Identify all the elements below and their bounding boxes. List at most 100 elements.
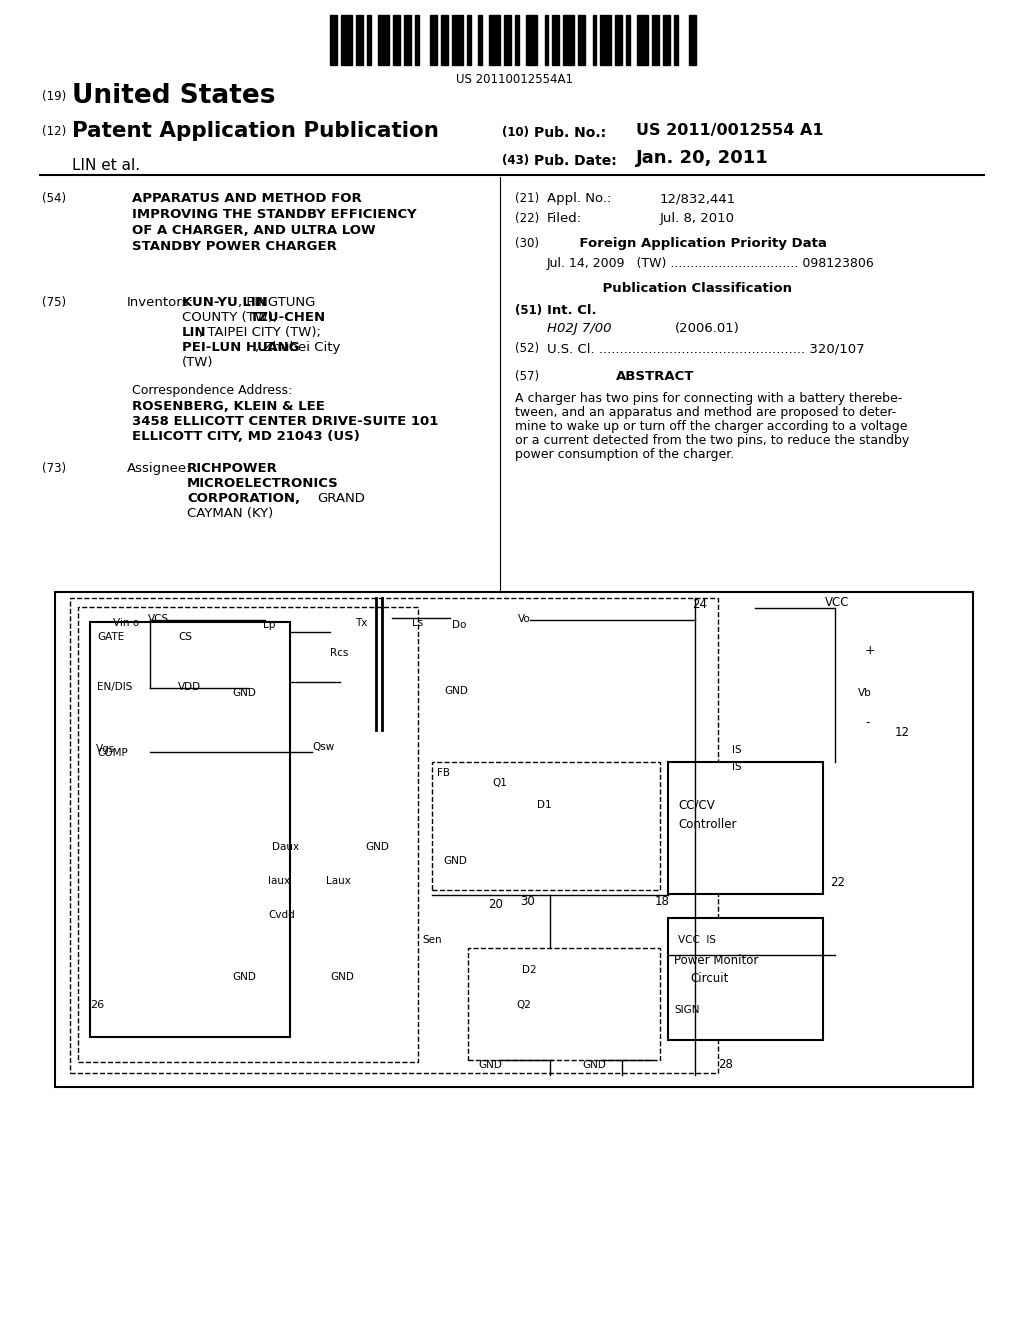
Text: GND: GND [478, 1060, 502, 1071]
Text: GATE: GATE [97, 632, 124, 642]
Text: , PINGTUNG: , PINGTUNG [238, 296, 315, 309]
Text: VDD: VDD [178, 682, 201, 692]
Bar [468, 948, 660, 1060]
Text: or a current detected from the two pins, to reduce the standby: or a current detected from the two pins,… [515, 434, 909, 447]
Text: +: + [865, 644, 876, 657]
Text: Vgs: Vgs [96, 744, 116, 754]
Bar [393, 15, 400, 65]
Text: (57): (57) [515, 370, 539, 383]
Bar [70, 598, 718, 1073]
Text: Daux: Daux [272, 842, 299, 851]
Bar [441, 15, 449, 65]
Bar [689, 15, 696, 65]
Text: Filed:: Filed: [547, 213, 582, 224]
Text: CORPORATION,: CORPORATION, [187, 492, 300, 506]
Bar [563, 15, 574, 65]
Text: A charger has two pins for connecting with a battery therebe-: A charger has two pins for connecting wi… [515, 392, 902, 405]
Text: (30): (30) [515, 238, 539, 249]
Text: GND: GND [444, 686, 468, 696]
Text: 22: 22 [830, 876, 845, 888]
Text: (21): (21) [515, 191, 540, 205]
Text: Laux: Laux [326, 876, 351, 886]
Text: 24: 24 [692, 598, 707, 611]
Text: 18: 18 [655, 895, 670, 908]
Text: SIGN: SIGN [674, 1005, 699, 1015]
Bar [668, 762, 823, 894]
Text: D2: D2 [522, 965, 537, 975]
Bar [341, 15, 352, 65]
Text: Qsw: Qsw [312, 742, 334, 752]
Text: (73): (73) [42, 462, 67, 475]
Text: power consumption of the charger.: power consumption of the charger. [515, 447, 734, 461]
Bar [378, 15, 389, 65]
Text: Pub. No.:: Pub. No.: [534, 125, 606, 140]
Text: Pub. Date:: Pub. Date: [534, 154, 616, 168]
Text: Jul. 8, 2010: Jul. 8, 2010 [660, 213, 735, 224]
Text: Sen: Sen [422, 935, 441, 945]
Text: MICROELECTRONICS: MICROELECTRONICS [187, 477, 339, 490]
Bar [674, 15, 678, 65]
Text: LIN et al.: LIN et al. [72, 158, 140, 173]
Text: Q2: Q2 [516, 1001, 530, 1010]
Text: GRAND: GRAND [317, 492, 365, 506]
Text: Patent Application Publication: Patent Application Publication [72, 121, 439, 141]
Text: Do: Do [452, 620, 466, 630]
Bar [478, 15, 481, 65]
Text: Vo: Vo [518, 614, 530, 624]
Text: 26: 26 [90, 1001, 104, 1010]
Text: KUN-YU LIN: KUN-YU LIN [182, 296, 267, 309]
Bar [90, 622, 290, 1038]
Text: , Zhubei City: , Zhubei City [255, 341, 340, 354]
Text: Foreign Application Priority Data: Foreign Application Priority Data [547, 238, 826, 249]
Text: GND: GND [365, 842, 389, 851]
Text: GND: GND [232, 972, 256, 982]
Text: IS: IS [732, 762, 741, 772]
Text: 3458 ELLICOTT CENTER DRIVE-SUITE 101: 3458 ELLICOTT CENTER DRIVE-SUITE 101 [132, 414, 438, 428]
Text: 28: 28 [718, 1059, 733, 1071]
Text: CS: CS [178, 632, 193, 642]
Bar [367, 15, 371, 65]
Text: Iaux: Iaux [268, 876, 290, 886]
Text: (51): (51) [515, 304, 542, 317]
Text: GND: GND [443, 855, 467, 866]
Bar [78, 607, 418, 1063]
Text: (10): (10) [502, 125, 529, 139]
Text: VCC  IS: VCC IS [678, 935, 716, 945]
Bar [663, 15, 671, 65]
Text: US 2011/0012554 A1: US 2011/0012554 A1 [636, 123, 823, 139]
Text: LIN: LIN [182, 326, 207, 339]
Bar [626, 15, 630, 65]
Text: (19): (19) [42, 90, 67, 103]
Text: Cvdd: Cvdd [268, 909, 295, 920]
Text: U.S. Cl. .................................................. 320/107: U.S. Cl. ...............................… [547, 342, 864, 355]
Text: Tx: Tx [355, 618, 368, 628]
Bar [415, 15, 419, 65]
Text: (75): (75) [42, 296, 67, 309]
Text: VCS: VCS [148, 614, 169, 624]
Text: Power Monitor: Power Monitor [674, 954, 759, 968]
Text: APPARATUS AND METHOD FOR: APPARATUS AND METHOD FOR [132, 191, 361, 205]
Text: United States: United States [72, 83, 275, 110]
Text: mine to wake up or turn off the charger according to a voltage: mine to wake up or turn off the charger … [515, 420, 907, 433]
Bar [637, 15, 648, 65]
Bar [430, 15, 437, 65]
Text: VCC: VCC [825, 597, 850, 609]
Bar [578, 15, 586, 65]
Text: RICHPOWER: RICHPOWER [187, 462, 278, 475]
Text: D1: D1 [537, 800, 552, 810]
Text: COUNTY (TW);: COUNTY (TW); [182, 312, 282, 323]
Bar [552, 15, 559, 65]
Text: 30: 30 [520, 895, 535, 908]
Bar [593, 15, 596, 65]
Text: PEI-LUN HUANG: PEI-LUN HUANG [182, 341, 300, 354]
Text: Rcs: Rcs [330, 648, 348, 657]
Text: EN/DIS: EN/DIS [97, 682, 132, 692]
Text: Circuit: Circuit [690, 972, 728, 985]
Text: , TAIPEI CITY (TW);: , TAIPEI CITY (TW); [199, 326, 321, 339]
Bar [668, 917, 823, 1040]
Text: IS: IS [732, 744, 741, 755]
Text: Int. Cl.: Int. Cl. [547, 304, 597, 317]
Bar [504, 15, 511, 65]
Text: GND: GND [232, 688, 256, 698]
Bar [526, 15, 538, 65]
